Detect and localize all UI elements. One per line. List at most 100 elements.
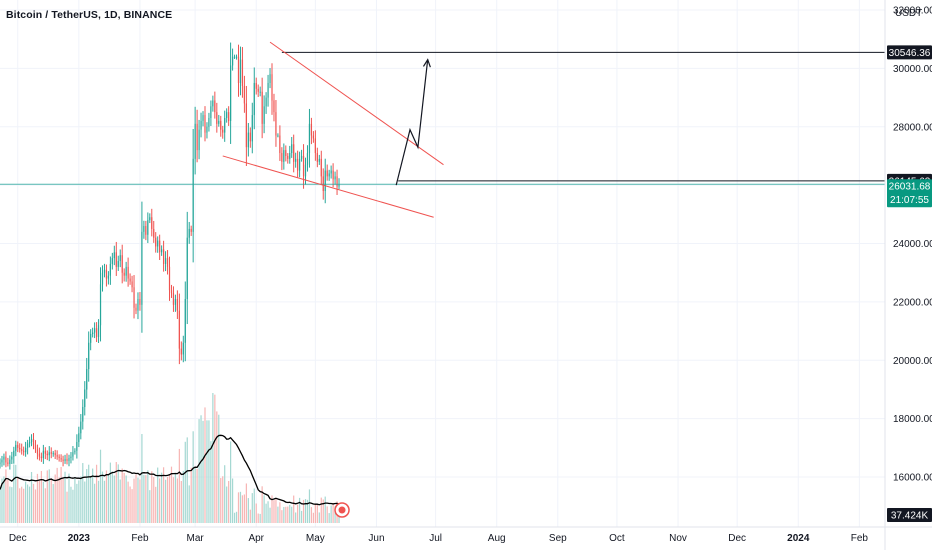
volume-bar	[11, 487, 13, 523]
volume-bar	[198, 419, 200, 523]
volume-bar	[182, 470, 184, 523]
level-price-tag-bg	[887, 45, 932, 60]
candle-body	[322, 176, 324, 191]
volume-bar	[332, 502, 334, 523]
volume-bar	[141, 434, 143, 523]
volume-bar	[68, 473, 70, 523]
level-price-tag: 30546.36	[889, 48, 931, 59]
volume-bar	[9, 486, 11, 523]
candle-body	[275, 112, 277, 136]
volume-bar	[304, 499, 307, 523]
candle-body	[314, 138, 316, 154]
price-tick-label: 20000.00	[893, 356, 932, 367]
candle-body	[293, 144, 295, 162]
volume-bar	[326, 506, 328, 523]
candle-body	[1, 459, 3, 463]
volume-bar	[318, 512, 320, 523]
time-tick-label: Oct	[609, 533, 625, 544]
volume-bar	[281, 510, 283, 523]
volume-bar	[60, 466, 62, 523]
volume-bar	[161, 472, 163, 523]
volume-bar	[267, 501, 269, 523]
volume-bar	[220, 478, 222, 523]
candle-body	[235, 56, 238, 58]
volume-bar	[247, 498, 249, 523]
time-tick-label: Dec	[9, 533, 27, 544]
candle-body	[243, 85, 246, 104]
volume-bar	[103, 480, 106, 523]
volume-bar	[23, 488, 25, 523]
volume-bar	[84, 481, 86, 523]
candle-body	[121, 255, 123, 273]
candle-body	[170, 290, 173, 294]
candle-body	[103, 269, 106, 273]
volume-bar	[283, 507, 285, 523]
candle-body	[44, 450, 46, 454]
volume-bar	[271, 495, 273, 523]
volume-bar	[117, 464, 119, 523]
candle-body	[68, 458, 70, 461]
volume-bar	[119, 479, 121, 523]
grid	[0, 0, 885, 527]
candle-body	[125, 266, 127, 276]
candle-body	[26, 443, 29, 448]
candle-body	[182, 342, 184, 355]
volume-bar	[125, 475, 127, 523]
volume-bar	[13, 464, 15, 523]
candle-body	[265, 97, 267, 107]
volume-bar	[324, 496, 326, 523]
countdown-tag: 21:07:55	[890, 195, 929, 206]
volume-bar	[151, 471, 153, 523]
volume-bar	[328, 513, 330, 523]
candle-body	[281, 153, 283, 162]
time-tick-label: May	[306, 533, 325, 544]
candle-body	[88, 342, 90, 370]
candle-body	[190, 228, 192, 232]
volume-bar	[273, 500, 275, 523]
candle-body	[5, 456, 7, 463]
candle-body	[127, 266, 129, 279]
volume-bar	[259, 513, 261, 523]
volume-bar	[149, 490, 151, 523]
candle-body	[76, 442, 78, 451]
time-axis[interactable]: Dec 2023 Feb Mar Apr May Jun Jul Aug Sep Oct Nov Dec…	[0, 526, 932, 544]
volume-bar	[58, 477, 60, 523]
candle-body	[180, 348, 182, 355]
candle-body	[17, 444, 19, 448]
volume-bar	[145, 475, 147, 523]
volume-bar	[302, 499, 305, 523]
volume-bar	[30, 471, 33, 523]
candle-body	[13, 450, 15, 457]
volume-bar	[1, 478, 3, 523]
candle-body	[11, 456, 13, 460]
candle-body	[239, 59, 242, 83]
candle-body	[194, 123, 196, 159]
volume-bar	[101, 471, 104, 523]
candle-body	[48, 452, 50, 456]
candle-body	[95, 328, 98, 337]
volume-bar	[28, 486, 31, 523]
candle-body	[267, 82, 269, 98]
candle-body	[93, 328, 96, 333]
volume-bar	[0, 489, 1, 523]
candle-body	[273, 100, 275, 113]
candle-body	[40, 456, 43, 459]
volume-bar	[131, 489, 133, 523]
candle-body	[129, 278, 131, 282]
price-axis[interactable]: 16000.00 18000.00 20000.00 22000.00 24000.00…	[884, 0, 932, 550]
candle-body	[23, 450, 25, 453]
volume-bar	[235, 511, 238, 523]
volume-bar	[228, 480, 230, 523]
candle-body	[271, 74, 273, 101]
volume-bar	[42, 481, 44, 523]
volume-bar	[32, 483, 35, 523]
alert-icon-dot	[338, 506, 346, 514]
volume-bar	[190, 467, 192, 523]
volume-bar	[202, 420, 204, 523]
candle-body	[62, 459, 64, 461]
candle-body	[269, 74, 271, 83]
candle-body	[139, 298, 141, 305]
candle-body	[228, 112, 230, 121]
